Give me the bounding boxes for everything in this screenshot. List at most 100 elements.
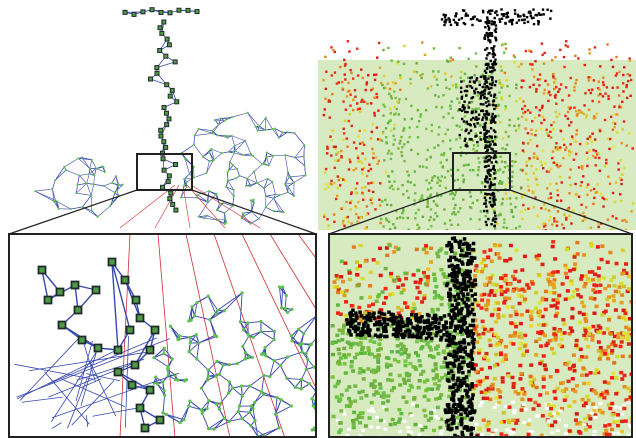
black-point [471, 111, 473, 113]
mesh-vertex [241, 417, 244, 420]
point [541, 263, 545, 267]
mesh-vertex [251, 407, 254, 410]
point [426, 158, 428, 160]
point [575, 140, 577, 142]
point [602, 76, 604, 78]
black-point [488, 52, 490, 54]
point [455, 83, 457, 85]
point [521, 79, 523, 81]
black-point [454, 342, 458, 346]
mesh-vertex [187, 350, 190, 353]
point [377, 353, 381, 357]
point [506, 144, 508, 146]
point [367, 170, 369, 172]
point [410, 385, 414, 389]
point [359, 143, 361, 145]
point [394, 106, 396, 108]
black-point [496, 14, 498, 16]
point [544, 80, 546, 82]
mesh-vertex [265, 117, 267, 119]
point [570, 282, 574, 286]
black-point [481, 109, 483, 111]
point [351, 222, 353, 224]
point [602, 396, 606, 400]
point [388, 93, 390, 95]
gap [564, 432, 568, 435]
point [331, 353, 335, 357]
point [504, 274, 508, 278]
point [429, 411, 433, 415]
point [458, 101, 460, 103]
point [611, 215, 613, 217]
point [582, 305, 586, 309]
point [620, 293, 624, 297]
graph-node [152, 327, 159, 334]
mesh-vertex [246, 178, 248, 180]
graph-node [168, 94, 172, 98]
black-point [416, 333, 420, 337]
point [353, 356, 357, 360]
mesh-vertex [252, 155, 254, 157]
point [599, 130, 601, 132]
point [586, 165, 588, 167]
point [374, 208, 376, 210]
gap [398, 430, 402, 433]
graph-node [162, 20, 166, 24]
point [584, 320, 588, 324]
point [479, 136, 481, 138]
mesh-vertex [274, 413, 277, 416]
point [544, 162, 546, 164]
point [379, 67, 381, 69]
point [522, 392, 526, 396]
point [510, 376, 514, 380]
point [544, 208, 546, 210]
point [353, 399, 357, 403]
mesh-vertex [70, 208, 72, 210]
mesh-vertex [218, 408, 221, 411]
point [528, 189, 530, 191]
point [442, 165, 444, 167]
black-point [471, 393, 475, 397]
point [531, 133, 533, 135]
point [376, 261, 380, 265]
point [442, 116, 444, 118]
gap [547, 419, 551, 422]
black-point [485, 177, 487, 179]
black-point [493, 120, 495, 122]
point [326, 218, 328, 220]
point [389, 423, 393, 427]
point [517, 117, 519, 119]
point [402, 129, 404, 131]
point [525, 161, 527, 163]
mesh-vertex [273, 330, 276, 333]
point [620, 420, 624, 424]
mesh-vertex [304, 165, 306, 167]
mesh-vertex [206, 214, 208, 216]
point [427, 87, 429, 89]
point [585, 395, 589, 399]
point [450, 100, 452, 102]
black-point [521, 19, 523, 21]
point [413, 70, 415, 72]
point [544, 223, 546, 225]
black-point [479, 92, 481, 94]
point [436, 84, 438, 86]
point [499, 339, 503, 343]
point [589, 297, 593, 301]
black-point [485, 101, 487, 103]
point [510, 203, 512, 205]
mesh-vertex [214, 375, 217, 378]
point [325, 88, 327, 90]
point [361, 168, 363, 170]
point [433, 75, 435, 77]
mesh-vertex [234, 150, 236, 152]
point [426, 267, 430, 271]
point [585, 116, 587, 118]
point [597, 80, 599, 82]
point [388, 293, 392, 297]
point [384, 199, 386, 201]
point [535, 106, 537, 108]
mesh-vertex [115, 175, 117, 177]
point [489, 276, 493, 280]
point [565, 44, 567, 46]
